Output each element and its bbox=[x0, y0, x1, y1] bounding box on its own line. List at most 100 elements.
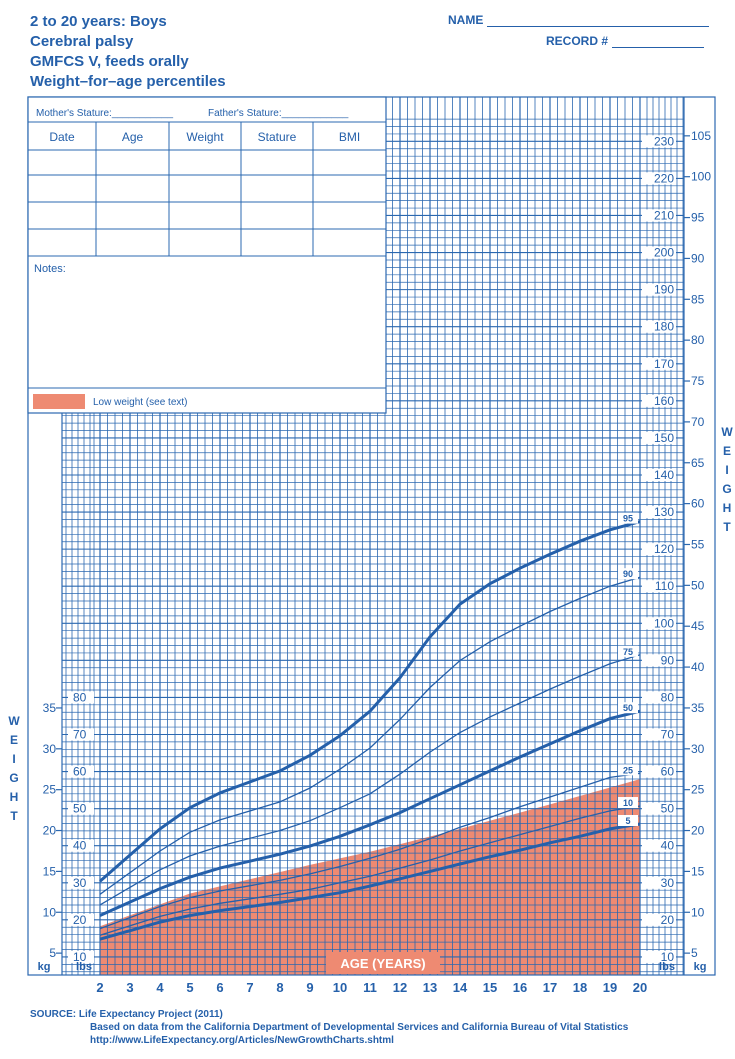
percentile-line-5 bbox=[99, 822, 641, 941]
x-tick-label: 14 bbox=[453, 980, 468, 995]
name-field[interactable]: NAME bbox=[448, 13, 710, 27]
x-tick-label: 9 bbox=[306, 980, 313, 995]
tick-bg bbox=[68, 691, 94, 704]
right-lbs-tick: 220 bbox=[654, 171, 674, 185]
left-lbs-unit: lbs bbox=[76, 961, 92, 973]
x-tick-label: 5 bbox=[186, 980, 193, 995]
tick-bg bbox=[68, 839, 94, 852]
left-kg-tick: 15 bbox=[43, 864, 57, 878]
weight-letter-left: W bbox=[8, 714, 20, 728]
right-kg-tick: 25 bbox=[691, 783, 705, 797]
tick-bg bbox=[642, 580, 676, 593]
tick-bg bbox=[642, 320, 676, 333]
right-lbs-tick: 110 bbox=[655, 579, 674, 593]
chart-title-block: 2 to 20 years: Boys Cerebral palsy GMFCS… bbox=[30, 12, 226, 92]
record-underline bbox=[612, 35, 705, 48]
weight-letter-left: I bbox=[12, 752, 15, 766]
right-kg-tick: 10 bbox=[691, 905, 705, 919]
tick-bg bbox=[642, 394, 676, 407]
tick-bg bbox=[642, 617, 676, 630]
right-kg-tick: 15 bbox=[691, 864, 705, 878]
weight-letter-right: T bbox=[723, 520, 731, 534]
tick-bg bbox=[642, 431, 676, 444]
right-lbs-tick: 40 bbox=[661, 839, 675, 853]
tick-bg bbox=[642, 802, 676, 815]
tick-bg bbox=[68, 913, 94, 926]
x-tick-label: 13 bbox=[423, 980, 437, 995]
tick-bg bbox=[642, 913, 676, 926]
right-kg-tick: 50 bbox=[691, 578, 705, 592]
percentile-label-90: 90 bbox=[623, 569, 633, 579]
tick-bg bbox=[642, 246, 676, 259]
right-lbs-tick: 120 bbox=[654, 542, 674, 556]
right-lbs-tick: 180 bbox=[654, 320, 674, 334]
weight-letter-left: H bbox=[10, 790, 19, 804]
tick-bg bbox=[642, 543, 676, 556]
x-tick-label: 19 bbox=[603, 980, 617, 995]
left-lbs-tick: 70 bbox=[73, 727, 87, 741]
x-tick-label: 6 bbox=[216, 980, 223, 995]
right-kg-tick: 85 bbox=[691, 292, 705, 306]
right-kg-tick: 90 bbox=[691, 251, 705, 265]
right-kg-tick: 45 bbox=[691, 619, 705, 633]
table-header-bmi: BMI bbox=[339, 130, 360, 144]
table-header-age: Age bbox=[122, 130, 144, 144]
left-lbs-tick: 80 bbox=[73, 690, 87, 704]
weight-letter-left: T bbox=[10, 809, 18, 823]
right-lbs-tick: 50 bbox=[661, 802, 675, 816]
right-kg-tick: 60 bbox=[691, 497, 705, 511]
left-lbs-tick: 10 bbox=[73, 950, 87, 964]
percentile-label-5: 5 bbox=[625, 816, 630, 826]
tick-bg bbox=[68, 950, 94, 963]
percentile-label-bg-50 bbox=[618, 702, 638, 714]
x-tick-label: 12 bbox=[393, 980, 407, 995]
right-lbs-tick: 130 bbox=[654, 505, 674, 519]
right-lbs-tick: 140 bbox=[654, 468, 674, 482]
percentile-label-75: 75 bbox=[623, 647, 633, 657]
record-field[interactable]: RECORD # bbox=[546, 34, 705, 48]
tick-bg bbox=[642, 765, 676, 778]
left-lbs-tick: 40 bbox=[73, 839, 87, 853]
right-kg-tick: 20 bbox=[691, 824, 705, 838]
tick-bg bbox=[642, 283, 676, 296]
table-header-weight: Weight bbox=[186, 130, 224, 144]
left-kg-unit: kg bbox=[38, 961, 51, 973]
percentile-line-10 bbox=[99, 805, 641, 936]
tick-bg bbox=[68, 765, 94, 778]
right-lbs-unit: lbs bbox=[659, 961, 675, 973]
title-line-4: Weight–for–age percentiles bbox=[30, 73, 226, 90]
right-lbs-tick: 190 bbox=[654, 283, 674, 297]
percentile-line-90 bbox=[99, 576, 641, 895]
percentile-line-95 bbox=[99, 520, 641, 883]
right-lbs-tick: 80 bbox=[661, 690, 675, 704]
right-lbs-tick: 100 bbox=[654, 616, 674, 630]
percentile-line-50 bbox=[99, 709, 641, 917]
right-lbs-tick: 200 bbox=[654, 246, 674, 260]
x-tick-label: 8 bbox=[276, 980, 283, 995]
info-table-box bbox=[27, 96, 387, 414]
right-kg-tick: 95 bbox=[691, 211, 705, 225]
right-kg-tick: 75 bbox=[691, 374, 705, 388]
weight-letter-right: G bbox=[722, 482, 731, 496]
tick-bg bbox=[642, 357, 676, 370]
right-lbs-tick: 210 bbox=[654, 208, 674, 222]
x-tick-label: 17 bbox=[543, 980, 557, 995]
left-kg-tick: 35 bbox=[43, 701, 57, 715]
tick-bg bbox=[68, 876, 94, 889]
source-line-2: Based on data from the California Depart… bbox=[90, 1022, 629, 1033]
tick-bg bbox=[642, 728, 676, 741]
percentile-label-bg-5 bbox=[618, 815, 638, 827]
tick-bg bbox=[642, 172, 676, 185]
left-kg-tick: 20 bbox=[43, 824, 57, 838]
x-tick-label: 2 bbox=[96, 980, 103, 995]
x-tick-label: 15 bbox=[483, 980, 497, 995]
right-lbs-tick: 20 bbox=[661, 913, 675, 927]
tick-bg bbox=[68, 728, 94, 741]
x-tick-label: 10 bbox=[333, 980, 347, 995]
weight-letter-right: W bbox=[721, 425, 733, 439]
father-stature-label: Father's Stature:____________ bbox=[208, 108, 349, 119]
percentile-label-95: 95 bbox=[623, 514, 633, 524]
tick-bg bbox=[68, 802, 94, 815]
percentile-label-bg-75 bbox=[618, 645, 638, 657]
